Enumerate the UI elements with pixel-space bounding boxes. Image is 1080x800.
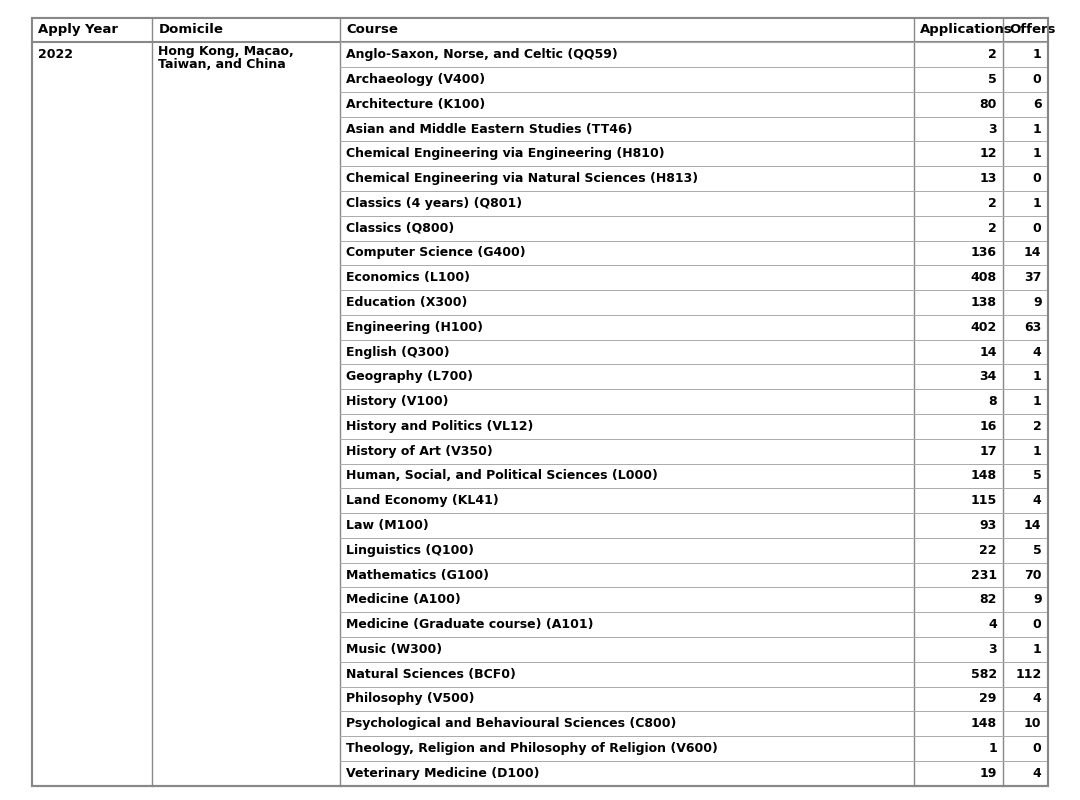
Text: 22: 22: [980, 544, 997, 557]
Text: 82: 82: [980, 594, 997, 606]
Text: 1: 1: [1032, 48, 1041, 62]
Text: Asian and Middle Eastern Studies (TT46): Asian and Middle Eastern Studies (TT46): [346, 122, 633, 135]
Text: Chemical Engineering via Engineering (H810): Chemical Engineering via Engineering (H8…: [346, 147, 664, 160]
Text: 408: 408: [971, 271, 997, 284]
Text: 582: 582: [971, 668, 997, 681]
Text: 4: 4: [1032, 766, 1041, 780]
Text: Taiwan, and China: Taiwan, and China: [159, 58, 286, 70]
Text: Chemical Engineering via Natural Sciences (H813): Chemical Engineering via Natural Science…: [346, 172, 699, 185]
Text: Psychological and Behavioural Sciences (C800): Psychological and Behavioural Sciences (…: [346, 717, 676, 730]
Text: 5: 5: [1032, 470, 1041, 482]
Text: Mathematics (G100): Mathematics (G100): [346, 569, 489, 582]
Text: 402: 402: [971, 321, 997, 334]
Text: Medicine (A100): Medicine (A100): [346, 594, 461, 606]
Text: 2: 2: [988, 197, 997, 210]
Text: 14: 14: [980, 346, 997, 358]
Text: English (Q300): English (Q300): [346, 346, 449, 358]
Text: 17: 17: [980, 445, 997, 458]
Text: 231: 231: [971, 569, 997, 582]
Text: 2: 2: [988, 48, 997, 62]
Text: Classics (Q800): Classics (Q800): [346, 222, 455, 234]
Text: 1: 1: [1032, 122, 1041, 135]
Text: Human, Social, and Political Sciences (L000): Human, Social, and Political Sciences (L…: [346, 470, 658, 482]
Text: Anglo-Saxon, Norse, and Celtic (QQ59): Anglo-Saxon, Norse, and Celtic (QQ59): [346, 48, 618, 62]
Text: 63: 63: [1024, 321, 1041, 334]
Text: Economics (L100): Economics (L100): [346, 271, 470, 284]
Text: 93: 93: [980, 519, 997, 532]
Text: 1: 1: [1032, 147, 1041, 160]
Text: 4: 4: [1032, 346, 1041, 358]
Text: 0: 0: [1032, 618, 1041, 631]
Text: 14: 14: [1024, 246, 1041, 259]
Text: 16: 16: [980, 420, 997, 433]
Text: Architecture (K100): Architecture (K100): [346, 98, 485, 111]
Text: 136: 136: [971, 246, 997, 259]
Text: 3: 3: [988, 643, 997, 656]
Text: 148: 148: [971, 717, 997, 730]
Text: Linguistics (Q100): Linguistics (Q100): [346, 544, 474, 557]
Text: Law (M100): Law (M100): [346, 519, 429, 532]
Text: 1: 1: [1032, 370, 1041, 383]
Text: 3: 3: [988, 122, 997, 135]
Text: 12: 12: [980, 147, 997, 160]
Text: 1: 1: [1032, 395, 1041, 408]
Text: Course: Course: [346, 23, 397, 37]
Text: Education (X300): Education (X300): [346, 296, 468, 309]
Text: Music (W300): Music (W300): [346, 643, 442, 656]
Text: 5: 5: [988, 73, 997, 86]
Text: History and Politics (VL12): History and Politics (VL12): [346, 420, 534, 433]
Text: Geography (L700): Geography (L700): [346, 370, 473, 383]
Text: 80: 80: [980, 98, 997, 111]
Text: Apply Year: Apply Year: [39, 23, 119, 37]
Text: 70: 70: [1024, 569, 1041, 582]
Text: Land Economy (KL41): Land Economy (KL41): [346, 494, 499, 507]
Text: Natural Sciences (BCF0): Natural Sciences (BCF0): [346, 668, 516, 681]
Text: 138: 138: [971, 296, 997, 309]
Text: Applications: Applications: [920, 23, 1012, 37]
Text: 8: 8: [988, 395, 997, 408]
Text: 115: 115: [971, 494, 997, 507]
Text: 14: 14: [1024, 519, 1041, 532]
Text: 9: 9: [1032, 296, 1041, 309]
Text: 10: 10: [1024, 717, 1041, 730]
Bar: [32, 18, 1048, 42]
Text: 2: 2: [988, 222, 997, 234]
Text: 13: 13: [980, 172, 997, 185]
Text: Offers: Offers: [1009, 23, 1055, 37]
Text: 6: 6: [1032, 98, 1041, 111]
Text: 29: 29: [980, 692, 997, 706]
Text: 112: 112: [1015, 668, 1041, 681]
Text: 34: 34: [980, 370, 997, 383]
Text: 0: 0: [1032, 222, 1041, 234]
Text: Archaeology (V400): Archaeology (V400): [346, 73, 485, 86]
Text: Philosophy (V500): Philosophy (V500): [346, 692, 474, 706]
Text: 4: 4: [988, 618, 997, 631]
Text: 4: 4: [1032, 692, 1041, 706]
Text: Engineering (H100): Engineering (H100): [346, 321, 483, 334]
Text: Theology, Religion and Philosophy of Religion (V600): Theology, Religion and Philosophy of Rel…: [346, 742, 718, 755]
Text: 0: 0: [1032, 742, 1041, 755]
Text: Classics (4 years) (Q801): Classics (4 years) (Q801): [346, 197, 523, 210]
Text: 1: 1: [1032, 197, 1041, 210]
Text: 1: 1: [1032, 643, 1041, 656]
Text: History (V100): History (V100): [346, 395, 448, 408]
Text: Medicine (Graduate course) (A101): Medicine (Graduate course) (A101): [346, 618, 594, 631]
Text: 19: 19: [980, 766, 997, 780]
Text: 37: 37: [1024, 271, 1041, 284]
Text: 4: 4: [1032, 494, 1041, 507]
Text: Veterinary Medicine (D100): Veterinary Medicine (D100): [346, 766, 540, 780]
Text: 2022: 2022: [39, 48, 73, 62]
Text: 5: 5: [1032, 544, 1041, 557]
Text: History of Art (V350): History of Art (V350): [346, 445, 492, 458]
Text: Hong Kong, Macao,: Hong Kong, Macao,: [159, 46, 294, 58]
Text: Computer Science (G400): Computer Science (G400): [346, 246, 526, 259]
Text: 0: 0: [1032, 73, 1041, 86]
Text: 0: 0: [1032, 172, 1041, 185]
Text: 1: 1: [1032, 445, 1041, 458]
Text: 1: 1: [988, 742, 997, 755]
Text: 2: 2: [1032, 420, 1041, 433]
Text: Domicile: Domicile: [159, 23, 224, 37]
Text: 9: 9: [1032, 594, 1041, 606]
Text: 148: 148: [971, 470, 997, 482]
